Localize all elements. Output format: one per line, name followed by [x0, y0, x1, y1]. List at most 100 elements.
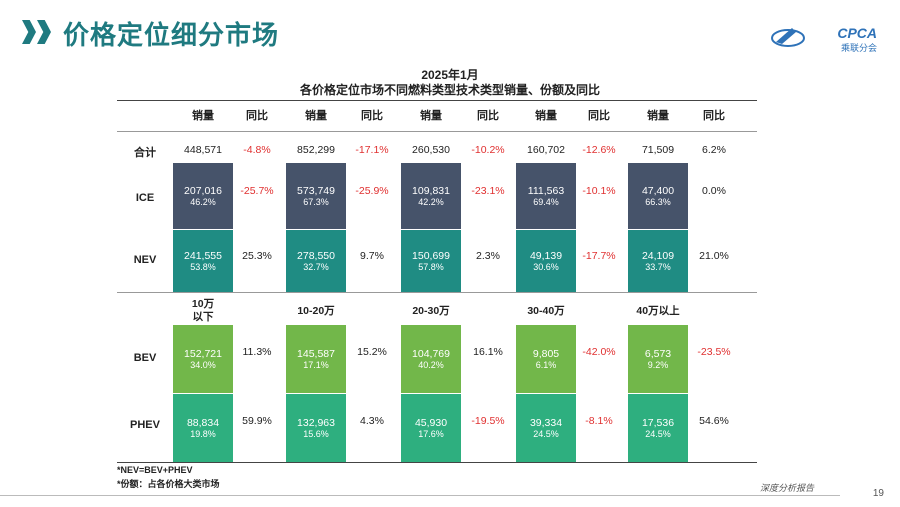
phev-cell: 88,834 19.8% — [173, 394, 233, 462]
bev-cell: 6,573 9.2% — [628, 325, 688, 393]
ice-yoy: -10.1% — [582, 185, 616, 197]
ice-share: 42.2% — [418, 196, 444, 207]
nev-share: 33.7% — [645, 261, 671, 272]
bev-share: 40.2% — [418, 359, 444, 370]
ice-cell: 111,563 69.4% — [516, 163, 576, 229]
ice-share: 69.4% — [533, 196, 559, 207]
col-header-yoy: 同比 — [588, 110, 610, 122]
phev-yoy: 54.6% — [699, 415, 729, 427]
nev-sales: 49,139 — [529, 249, 563, 262]
phev-cell: 17,536 24.5% — [628, 394, 688, 462]
segment-label-line: 以下 — [192, 311, 214, 323]
col-header-sales: 销量 — [192, 110, 214, 122]
nev-share: 53.8% — [190, 261, 216, 272]
ice-cell: 573,749 67.3% — [286, 163, 346, 229]
bev-yoy: 16.1% — [473, 346, 503, 358]
ice-yoy: -25.9% — [355, 185, 389, 197]
total-sales: 260,530 — [412, 144, 450, 156]
ice-yoy: -25.7% — [240, 185, 274, 197]
bev-sales: 152,721 — [184, 347, 222, 360]
total-yoy: -10.2% — [471, 144, 505, 156]
nev-cell: 49,139 30.6% — [516, 230, 576, 292]
ice-sales: 109,831 — [412, 184, 450, 197]
page-title: 价格定位细分市场 — [63, 20, 280, 50]
footer-report-label: 深度分析报告 — [760, 484, 815, 494]
ice-yoy: 0.0% — [702, 185, 726, 197]
segment-label: 40万以上 — [636, 305, 680, 317]
bev-cell: 145,587 17.1% — [286, 325, 346, 393]
total-sales: 160,702 — [527, 144, 565, 156]
segment-label-line: 10万 — [191, 298, 215, 310]
ice-sales: 47,400 — [641, 184, 675, 197]
phev-share: 19.8% — [190, 428, 216, 439]
segment-label: 10-20万 — [297, 305, 335, 317]
row-label-nev: NEV — [133, 254, 157, 266]
col-header-yoy: 同比 — [246, 110, 268, 122]
total-sales: 852,299 — [297, 144, 335, 156]
bev-sales: 145,587 — [297, 347, 335, 360]
total-yoy: -17.1% — [355, 144, 389, 156]
phev-sales: 17,536 — [641, 416, 675, 429]
total-yoy: 6.2% — [702, 144, 726, 156]
phev-share: 17.6% — [418, 428, 444, 439]
table-title-date: 2025年1月 — [421, 68, 479, 82]
col-header-yoy: 同比 — [361, 110, 383, 122]
segment-label: 30-40万 — [527, 305, 565, 317]
mid-rule — [117, 292, 757, 293]
col-header-sales: 销量 — [535, 110, 557, 122]
nev-yoy: 21.0% — [699, 250, 729, 262]
nev-yoy: 25.3% — [242, 250, 272, 262]
bev-cell: 104,769 40.2% — [401, 325, 461, 393]
segment-label: 20-30万 — [412, 305, 450, 317]
bev-sales: 9,805 — [532, 347, 560, 360]
phev-share: 24.5% — [533, 428, 559, 439]
phev-share: 24.5% — [645, 428, 671, 439]
header-rule — [117, 131, 757, 132]
phev-sales: 88,834 — [186, 416, 220, 429]
table-bottom-rule — [117, 462, 757, 463]
phev-cell: 132,963 15.6% — [286, 394, 346, 462]
segment-label: 10万 以下 — [173, 298, 233, 324]
phev-yoy: -8.1% — [585, 415, 613, 427]
ice-share: 46.2% — [190, 196, 216, 207]
total-sales: 71,509 — [641, 144, 675, 156]
phev-yoy: 4.3% — [360, 415, 384, 427]
col-header-sales: 销量 — [647, 110, 669, 122]
row-label-phev: PHEV — [130, 419, 160, 431]
row-label-total: 合计 — [134, 147, 156, 159]
col-header-yoy: 同比 — [477, 110, 499, 122]
col-header-sales: 销量 — [305, 110, 327, 122]
nev-yoy: 9.7% — [360, 250, 384, 262]
ice-cell: 207,016 46.2% — [173, 163, 233, 229]
row-label-ice: ICE — [135, 192, 155, 204]
nev-sales: 150,699 — [412, 249, 450, 262]
ice-cell: 47,400 66.3% — [628, 163, 688, 229]
bev-yoy: -23.5% — [697, 346, 731, 358]
nev-share: 30.6% — [533, 261, 559, 272]
nev-cell: 24,109 33.7% — [628, 230, 688, 292]
bev-share: 9.2% — [647, 359, 669, 370]
ice-sales: 111,563 — [527, 184, 565, 197]
footnote-nev-definition: *NEV=BEV+PHEV — [117, 465, 193, 475]
ice-share: 67.3% — [303, 196, 329, 207]
table-title: 各价格定位市场不同燃料类型技术类型销量、份额及同比 — [299, 83, 600, 97]
bev-yoy: -42.0% — [582, 346, 616, 358]
page-number: 19 — [872, 488, 884, 499]
col-header-yoy: 同比 — [703, 110, 725, 122]
nev-cell: 241,555 53.8% — [173, 230, 233, 292]
nev-share: 57.8% — [418, 261, 444, 272]
ice-yoy: -23.1% — [471, 185, 505, 197]
title-chevron-icon — [22, 20, 52, 44]
footer-rule — [0, 495, 840, 496]
bev-share: 6.1% — [535, 359, 557, 370]
phev-yoy: 59.9% — [242, 415, 272, 427]
col-header-sales: 销量 — [420, 110, 442, 122]
ice-sales: 573,749 — [297, 184, 335, 197]
nev-sales: 278,550 — [297, 249, 335, 262]
bev-sales: 104,769 — [412, 347, 450, 360]
total-yoy: -12.6% — [582, 144, 616, 156]
bev-share: 34.0% — [190, 359, 216, 370]
nev-cell: 278,550 32.7% — [286, 230, 346, 292]
total-sales: 448,571 — [184, 144, 222, 156]
phev-share: 15.6% — [303, 428, 329, 439]
